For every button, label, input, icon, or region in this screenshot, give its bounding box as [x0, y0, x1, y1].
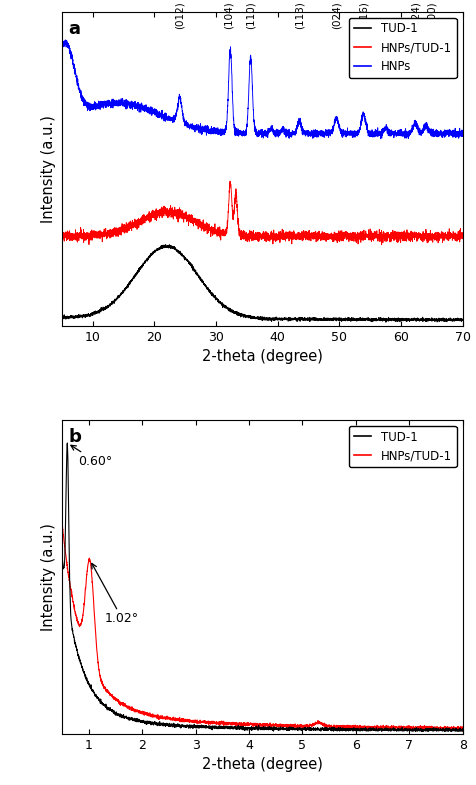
Text: (024): (024) — [331, 2, 341, 29]
Text: (110): (110) — [245, 2, 255, 29]
Text: 0.60°: 0.60° — [71, 445, 112, 468]
Text: (012): (012) — [174, 2, 184, 29]
X-axis label: 2-theta (degree): 2-theta (degree) — [201, 758, 322, 772]
Legend: TUD-1, HNPs/TUD-1, HNPs: TUD-1, HNPs/TUD-1, HNPs — [348, 18, 456, 78]
Text: (113): (113) — [294, 2, 304, 29]
Text: (104): (104) — [224, 2, 234, 29]
Text: (224): (224) — [409, 2, 419, 29]
Legend: TUD-1, HNPs/TUD-1: TUD-1, HNPs/TUD-1 — [348, 426, 456, 467]
Text: (300): (300) — [426, 2, 436, 29]
Text: b: b — [68, 428, 81, 446]
Y-axis label: Intensity (a.u.): Intensity (a.u.) — [41, 115, 56, 223]
X-axis label: 2-theta (degree): 2-theta (degree) — [201, 349, 322, 364]
Text: (116): (116) — [357, 2, 367, 29]
Text: 1.02°: 1.02° — [91, 564, 139, 625]
Text: a: a — [68, 20, 80, 38]
Y-axis label: Intensity (a.u.): Intensity (a.u.) — [41, 523, 56, 631]
